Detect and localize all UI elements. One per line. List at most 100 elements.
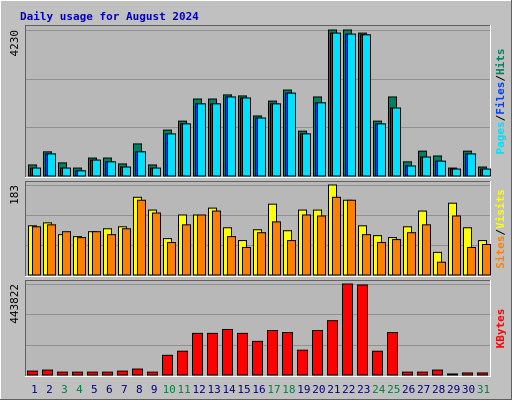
bar [482, 244, 491, 276]
bar [92, 159, 101, 177]
bar [92, 231, 101, 276]
bar [422, 156, 431, 177]
bar [212, 103, 221, 177]
bar [312, 330, 323, 376]
bar [452, 215, 461, 276]
bar [302, 214, 311, 276]
bar [357, 284, 368, 376]
bar [347, 199, 356, 276]
bar [467, 246, 476, 276]
bar [77, 237, 86, 276]
bar [227, 96, 236, 177]
bar [482, 168, 491, 177]
bar [27, 370, 38, 376]
x-tick-label: 28 [432, 383, 445, 396]
x-tick-label: 25 [387, 383, 400, 396]
bar [257, 232, 266, 276]
bar [422, 224, 431, 276]
bar [452, 168, 461, 177]
x-tick-label: 16 [252, 383, 265, 396]
bar [222, 328, 233, 376]
bar [137, 151, 146, 177]
bar [77, 170, 86, 177]
legend-separator: / [494, 75, 507, 82]
bar [407, 232, 416, 276]
x-tick-label: 3 [61, 383, 68, 396]
x-tick-label: 8 [136, 383, 143, 396]
bar [137, 199, 146, 276]
bar [182, 123, 191, 177]
x-tick-label: 20 [312, 383, 325, 396]
legend-entry: Files [494, 82, 507, 115]
x-tick-label: 11 [178, 383, 191, 396]
x-tick-label: 9 [151, 383, 158, 396]
bar [32, 226, 41, 276]
bar [167, 133, 176, 177]
legend-entry: Hits [494, 49, 507, 76]
bar [372, 350, 383, 376]
bar [282, 332, 293, 376]
bar [387, 332, 398, 376]
bar [317, 102, 326, 177]
bar [272, 221, 281, 276]
bar [152, 167, 161, 177]
bar [197, 103, 206, 177]
bar [252, 340, 263, 376]
bar [257, 117, 266, 177]
x-tick-label: 7 [121, 383, 128, 396]
bar [287, 240, 296, 276]
legend: Pages/Files/Hits [494, 49, 507, 155]
x-tick-label: 27 [417, 383, 430, 396]
x-tick-label: 10 [163, 383, 176, 396]
x-tick-label: 24 [372, 383, 386, 396]
bar [47, 153, 56, 177]
legend-entry: KBytes [494, 309, 507, 349]
bar [332, 32, 341, 177]
x-tick-label: 15 [237, 383, 250, 396]
bar [107, 234, 116, 276]
x-tick-label: 17 [267, 383, 280, 396]
x-tick-label: 19 [297, 383, 310, 396]
bar [237, 332, 248, 376]
bar [62, 167, 71, 177]
bar [242, 97, 251, 177]
bar [362, 234, 371, 276]
bar [407, 165, 416, 177]
bar [287, 92, 296, 177]
bar [87, 371, 98, 376]
bar [62, 231, 71, 276]
legend-separator: / [494, 114, 507, 121]
bar [437, 261, 446, 276]
x-tick-label: 26 [402, 383, 415, 396]
x-tick-label: 21 [327, 383, 340, 396]
bar [47, 224, 56, 276]
bar [437, 160, 446, 177]
bar [477, 372, 488, 376]
bar [347, 33, 356, 177]
bar [152, 212, 161, 276]
x-tick-label: 18 [282, 383, 295, 396]
bar [42, 369, 53, 376]
bar [467, 153, 476, 177]
bar [162, 354, 173, 376]
x-tick-label: 23 [357, 383, 370, 396]
bar [207, 332, 218, 376]
legend: Sites/Visits [494, 189, 507, 269]
bar [317, 215, 326, 276]
legend-separator: / [494, 229, 507, 236]
x-tick-label: 5 [91, 383, 98, 396]
x-tick-label: 13 [207, 383, 220, 396]
bar [402, 371, 413, 376]
bar [117, 370, 128, 376]
bar [167, 242, 176, 276]
bar [392, 107, 401, 177]
x-tick-label: 29 [447, 383, 460, 396]
bar [377, 242, 386, 276]
bar [192, 332, 203, 376]
y-tick-label: 443822 [8, 284, 21, 324]
bar [107, 161, 116, 177]
bar [147, 371, 158, 376]
bar [227, 236, 236, 276]
legend-entry: Sites [494, 236, 507, 269]
bar [297, 349, 308, 376]
